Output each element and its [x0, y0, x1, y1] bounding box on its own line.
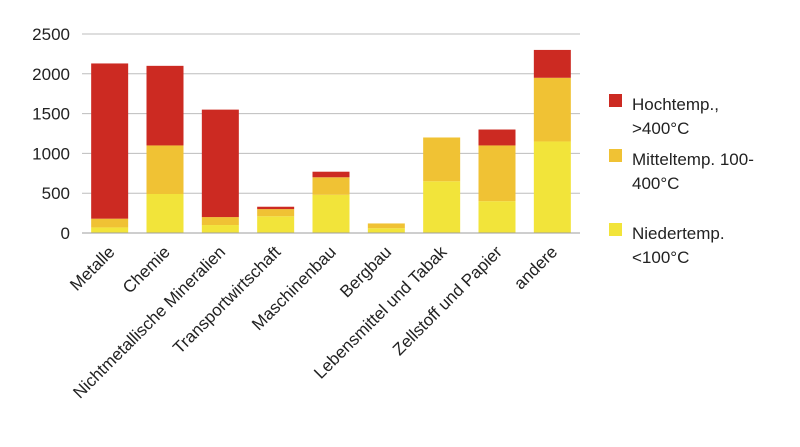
legend-label: 400°C — [632, 174, 679, 193]
legend: Hochtemp., >400°C Mitteltemp. 100- 400°C Nie… — [609, 94, 754, 267]
legend-label: Hochtemp., — [632, 95, 719, 114]
bar-segment — [367, 223, 405, 229]
bar-segment — [257, 206, 295, 210]
bars — [91, 49, 571, 233]
bar-segment — [423, 181, 461, 233]
legend-label: <100°C — [632, 248, 689, 267]
bar-segment — [478, 145, 516, 202]
y-tick-label: 1000 — [32, 144, 70, 163]
legend-label: Mitteltemp. 100- — [632, 150, 754, 169]
y-tick-labels: 0 500 1000 1500 2000 2500 — [32, 25, 70, 243]
bar-segment — [533, 141, 571, 233]
bar-segment — [257, 209, 295, 217]
x-tick-label: Zellstoff und Papier — [389, 242, 506, 359]
x-tick-label: andere — [510, 242, 561, 293]
legend-label: >400°C — [632, 119, 689, 138]
bar-segment — [146, 193, 184, 233]
bar-segment — [423, 137, 461, 182]
bar-segment — [257, 216, 295, 233]
bar-segment — [146, 65, 184, 146]
legend-swatch — [609, 94, 622, 107]
bar-segment — [312, 177, 350, 195]
y-tick-label: 1500 — [32, 105, 70, 124]
bar-segment — [201, 225, 239, 233]
y-tick-label: 500 — [42, 184, 70, 203]
x-tick-label: Transportwirtschaft — [169, 242, 284, 357]
y-tick-label: 2500 — [32, 25, 70, 44]
legend-swatch — [609, 149, 622, 162]
legend-label: Niedertemp. — [632, 224, 725, 243]
x-tick-label: Metalle — [66, 242, 118, 294]
bar-segment — [478, 201, 516, 233]
bar-segment — [533, 49, 571, 78]
bar-segment — [146, 145, 184, 194]
bar-segment — [201, 217, 239, 226]
bar-segment — [533, 77, 571, 142]
bar-segment — [91, 63, 129, 219]
bar-segment — [91, 227, 129, 233]
bar-segment — [201, 109, 239, 218]
legend-swatch — [609, 223, 622, 236]
y-tick-label: 2000 — [32, 65, 70, 84]
x-tick-label: Chemie — [119, 242, 174, 297]
bar-segment — [312, 171, 350, 178]
bar-segment — [478, 129, 516, 146]
bar-segment — [91, 218, 129, 228]
bar-segment — [312, 194, 350, 233]
y-tick-label: 0 — [61, 224, 70, 243]
bar-segment — [367, 228, 405, 233]
